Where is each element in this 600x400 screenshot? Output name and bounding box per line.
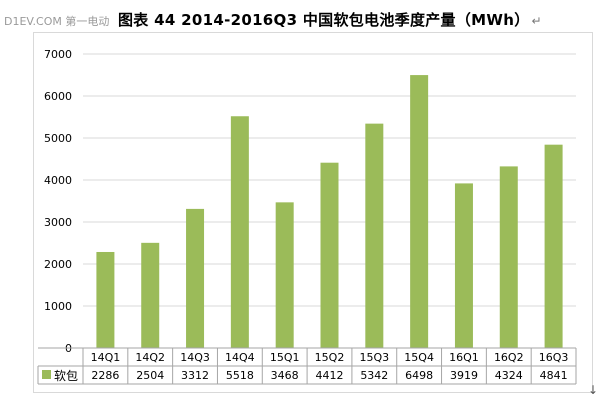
legend-swatch <box>42 370 51 379</box>
end-mark-icon: ↓ <box>588 383 599 397</box>
x-tick-label: 15Q4 <box>404 351 434 364</box>
y-tick-label: 5000 <box>44 132 72 145</box>
data-label: 4324 <box>495 369 523 382</box>
x-tick-label: 15Q3 <box>359 351 389 364</box>
y-tick-label: 6000 <box>44 90 72 103</box>
data-label: 3312 <box>181 369 209 382</box>
data-label: 4841 <box>540 369 568 382</box>
data-label: 2286 <box>91 369 119 382</box>
bar <box>410 75 429 349</box>
legend-label: 软包 <box>54 369 78 383</box>
x-tick-label: 15Q1 <box>270 351 300 364</box>
bar <box>96 251 115 348</box>
x-tick-label: 16Q3 <box>539 351 569 364</box>
bar <box>275 202 294 348</box>
bar <box>499 166 518 348</box>
bar <box>141 242 160 348</box>
bar <box>186 208 205 348</box>
chart-title: 图表 44 2014-2016Q3 中国软包电池季度产量（MWh） ↵ <box>118 9 542 30</box>
y-tick-label: 3000 <box>44 216 72 229</box>
x-tick-label: 15Q2 <box>315 351 345 364</box>
data-label: 6498 <box>405 369 433 382</box>
x-tick-label: 14Q2 <box>135 351 165 364</box>
bar <box>544 144 563 348</box>
data-label: 5518 <box>226 369 254 382</box>
y-tick-label: 7000 <box>44 48 72 61</box>
bar <box>365 123 384 348</box>
watermark: D1EV.COM 第一电动 <box>4 15 110 28</box>
data-label: 2504 <box>136 369 164 382</box>
paragraph-mark-icon: ↵ <box>531 14 542 28</box>
bar <box>230 116 249 348</box>
title-row: D1EV.COM 第一电动 图表 44 2014-2016Q3 中国软包电池季度… <box>4 9 596 29</box>
x-tick-label: 16Q2 <box>494 351 524 364</box>
data-label: 5342 <box>360 369 388 382</box>
x-tick-label: 14Q4 <box>225 351 255 364</box>
chart-frame <box>33 32 593 393</box>
bar <box>454 183 473 348</box>
x-tick-label: 14Q3 <box>180 351 210 364</box>
data-label: 3468 <box>271 369 299 382</box>
y-tick-label: 2000 <box>44 258 72 271</box>
bar <box>320 162 339 348</box>
data-label: 3919 <box>450 369 478 382</box>
data-label: 4412 <box>316 369 344 382</box>
x-tick-label: 16Q1 <box>449 351 479 364</box>
y-tick-label: 1000 <box>44 300 72 313</box>
x-tick-label: 14Q1 <box>91 351 121 364</box>
chart-title-text: 图表 44 2014-2016Q3 中国软包电池季度产量（MWh） <box>118 11 530 29</box>
y-tick-label: 4000 <box>44 174 72 187</box>
